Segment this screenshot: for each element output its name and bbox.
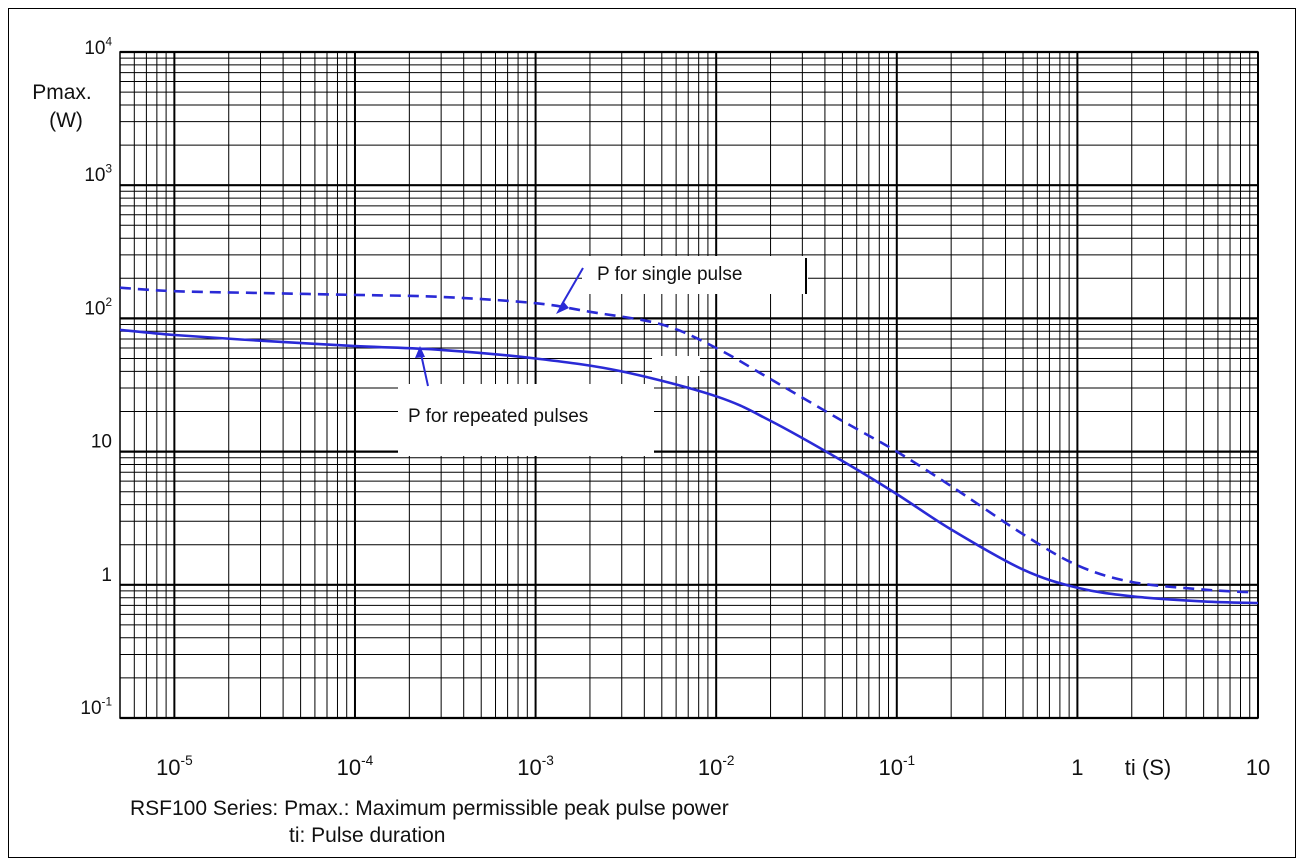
series	[119, 286, 1259, 605]
single-pointer-arrow	[560, 267, 584, 307]
grid	[119, 50, 1259, 720]
repeated-label-box-a	[398, 384, 654, 456]
y-tick-label: 1	[101, 565, 112, 586]
y-axis-unit: (W)	[49, 109, 83, 132]
y-tick-label: 10-1	[80, 695, 112, 719]
y-tick-label: 102	[84, 296, 112, 320]
repeated-pointer-arrow	[420, 353, 429, 387]
y-tick-label: 10	[91, 432, 112, 453]
caption-line-1: RSF100 Series: Pmax.: Maximum permissibl…	[130, 797, 729, 820]
x-tick-label: 10-3	[517, 753, 554, 780]
y-tick-label: 103	[84, 163, 112, 187]
x-tick-label: 10	[1246, 755, 1270, 780]
series-single-pulse	[119, 286, 1250, 594]
repeated-pulses-label: P for repeated pulses	[408, 406, 588, 427]
x-tick-label: 10-4	[337, 753, 374, 780]
plot-border	[119, 51, 1259, 719]
single-pointer-head	[556, 301, 569, 314]
single-pulse-label: P for single pulse	[597, 264, 742, 285]
y-tick-label: 104	[84, 35, 112, 59]
x-tick-label: 1	[1071, 755, 1083, 780]
x-tick-label: 10-1	[878, 753, 915, 780]
x-tick-label: 10-2	[698, 753, 735, 780]
repeated-pointer-head	[415, 346, 425, 358]
x-axis-label: ti (S)	[1125, 755, 1171, 780]
y-axis-label: Pmax.	[32, 81, 92, 104]
caption-line-2: ti: Pulse duration	[289, 824, 446, 847]
x-tick-label: 10-5	[156, 753, 193, 780]
annotations: P for single pulse P for repeated pulses	[398, 256, 808, 456]
repeated-label-box-b	[652, 356, 700, 376]
tick-labels: 10-1 1 10 102 103 104 10-5 10-4 10-3 10-2 10-1 1 10 P…	[32, 35, 1270, 780]
series-repeated-pulses	[119, 328, 1259, 605]
single-label-box	[582, 256, 808, 294]
